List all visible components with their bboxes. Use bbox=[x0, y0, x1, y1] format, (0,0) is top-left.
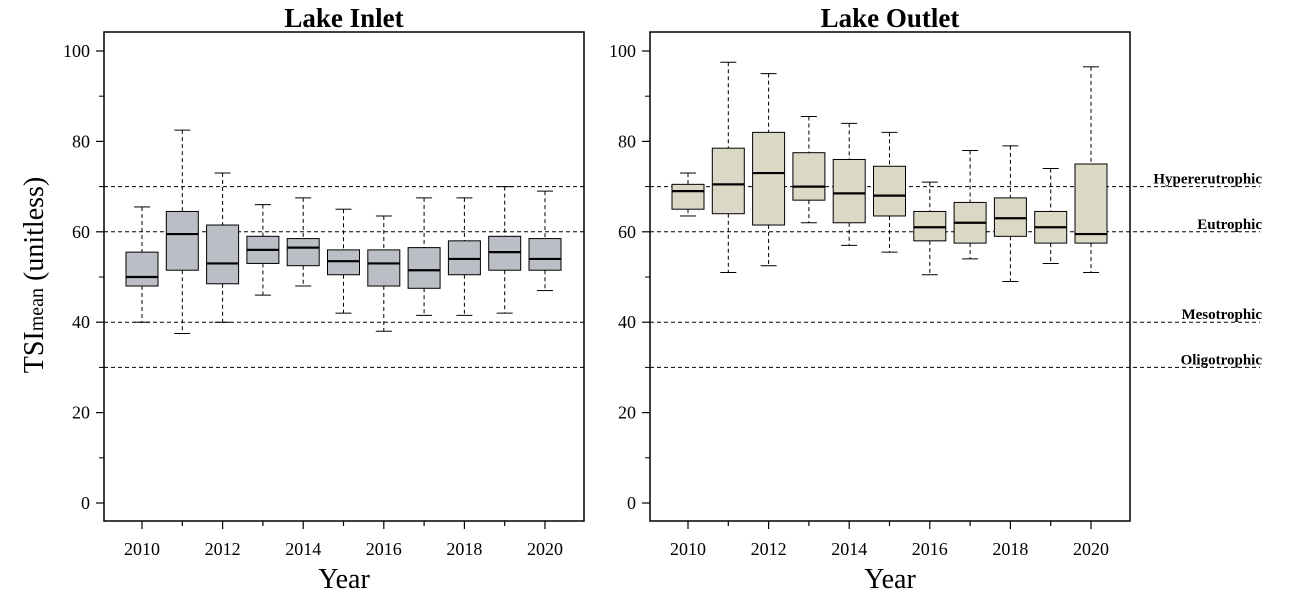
iqr-box bbox=[528, 238, 562, 271]
iqr-box bbox=[206, 224, 240, 285]
outlet-box-2018 bbox=[993, 145, 1027, 283]
inlet-x-tick-label: 2014 bbox=[285, 539, 321, 559]
inlet-x-tick-label: 2018 bbox=[446, 539, 482, 559]
outlet-x-tick-label: 2010 bbox=[670, 539, 706, 559]
inlet-y-tick-label: 40 bbox=[72, 312, 90, 332]
y-axis-label-sub: mean bbox=[26, 288, 48, 331]
inlet-box-2013 bbox=[246, 204, 280, 296]
y-axis-label: TSImean (unitless) bbox=[19, 177, 50, 374]
outlet-y-tick-label: 80 bbox=[618, 131, 636, 151]
outlet-x-tick-label: 2020 bbox=[1073, 539, 1109, 559]
outlet-box-2010 bbox=[671, 172, 705, 217]
iqr-box bbox=[488, 235, 522, 271]
iqr-box bbox=[367, 249, 401, 287]
outlet-y-tick-label: 100 bbox=[609, 41, 636, 61]
inlet-y-tick-label: 80 bbox=[72, 131, 90, 151]
outlet-plot-frame bbox=[649, 31, 1131, 522]
outlet-box-2011 bbox=[711, 61, 745, 273]
trophic-label-hypererutrophic: Hypererutrophic bbox=[1153, 172, 1262, 188]
outlet-x-tick-label: 2012 bbox=[751, 539, 787, 559]
outlet-x-tick-label: 2018 bbox=[992, 539, 1028, 559]
iqr-box bbox=[993, 197, 1027, 237]
outlet-y-tick-label: 60 bbox=[618, 222, 636, 242]
outlet-box-2013 bbox=[792, 116, 826, 224]
y-axis-label-main: TSI bbox=[19, 331, 50, 373]
iqr-box bbox=[792, 152, 826, 201]
outlet-box-2019 bbox=[1034, 168, 1068, 264]
inlet-box-2010 bbox=[125, 206, 159, 323]
panel-lake-inlet: Lake Inlet 0 20 40 60 80 100 2010 2012 2014 2016… bbox=[19, 3, 585, 595]
iqr-box bbox=[407, 247, 441, 289]
iqr-box bbox=[165, 210, 199, 271]
iqr-box bbox=[286, 238, 320, 267]
iqr-box bbox=[873, 165, 906, 217]
inlet-x-tick-label: 2012 bbox=[205, 539, 241, 559]
outlet-y-axis: 0 20 40 60 80 100 bbox=[609, 41, 650, 513]
title-lake-outlet: Lake Outlet bbox=[821, 3, 960, 33]
outlet-boxes bbox=[671, 61, 1108, 283]
inlet-y-tick-label: 0 bbox=[81, 493, 90, 513]
iqr-box bbox=[752, 131, 786, 226]
inlet-y-tick-label: 60 bbox=[72, 222, 90, 242]
outlet-x-axis-label: Year bbox=[864, 564, 916, 595]
inlet-box-2016 bbox=[367, 215, 401, 332]
outlet-y-tick-label: 40 bbox=[618, 312, 636, 332]
inlet-box-2019 bbox=[488, 186, 522, 314]
inlet-boxes bbox=[125, 129, 562, 334]
iqr-box bbox=[913, 210, 947, 242]
trophic-label-eutrophic: Eutrophic bbox=[1197, 217, 1262, 233]
outlet-y-tick-label: 20 bbox=[618, 403, 636, 423]
outlet-box-2014 bbox=[832, 122, 866, 246]
inlet-box-2012 bbox=[206, 172, 240, 323]
iqr-box bbox=[1074, 163, 1108, 244]
iqr-box bbox=[447, 240, 481, 276]
inlet-box-2011 bbox=[165, 129, 199, 334]
inlet-y-tick-label: 100 bbox=[63, 41, 90, 61]
inlet-box-2014 bbox=[286, 197, 320, 287]
outlet-box-2020 bbox=[1074, 66, 1108, 273]
outlet-box-2016 bbox=[913, 181, 947, 276]
inlet-box-2015 bbox=[327, 208, 360, 314]
title-lake-inlet: Lake Inlet bbox=[284, 3, 403, 33]
trophic-labels: Hypererutrophic Eutrophic Mesotrophic Oligo… bbox=[1153, 172, 1262, 369]
iqr-box bbox=[125, 251, 159, 287]
outlet-box-2017 bbox=[953, 149, 987, 260]
trophic-label-oligotrophic: Oligotrophic bbox=[1181, 352, 1263, 368]
inlet-x-axis: 2010 2012 2014 2016 2018 2020 bbox=[124, 521, 563, 559]
inlet-x-axis-label: Year bbox=[318, 564, 370, 595]
inlet-box-2017 bbox=[407, 197, 441, 316]
y-axis-label-tail: (unitless) bbox=[19, 177, 50, 288]
iqr-box bbox=[327, 249, 360, 276]
inlet-x-tick-label: 2010 bbox=[124, 539, 160, 559]
iqr-box bbox=[832, 158, 866, 224]
iqr-box bbox=[671, 183, 705, 210]
outlet-box-2012 bbox=[752, 73, 786, 267]
inlet-x-tick-label: 2016 bbox=[366, 539, 402, 559]
inlet-x-tick-label: 2020 bbox=[527, 539, 563, 559]
outlet-y-tick-label: 0 bbox=[627, 493, 636, 513]
inlet-box-2018 bbox=[447, 197, 481, 316]
outlet-x-tick-label: 2016 bbox=[912, 539, 948, 559]
trophic-label-mesotrophic: Mesotrophic bbox=[1181, 307, 1262, 323]
inlet-y-tick-label: 20 bbox=[72, 403, 90, 423]
inlet-y-axis: 0 20 40 60 80 100 bbox=[63, 41, 104, 513]
iqr-box bbox=[711, 147, 745, 215]
inlet-box-2020 bbox=[528, 190, 562, 292]
outlet-x-axis: 2010 2012 2014 2016 2018 2020 bbox=[670, 521, 1109, 559]
outlet-box-2015 bbox=[873, 131, 906, 253]
outlet-x-tick-label: 2014 bbox=[831, 539, 867, 559]
